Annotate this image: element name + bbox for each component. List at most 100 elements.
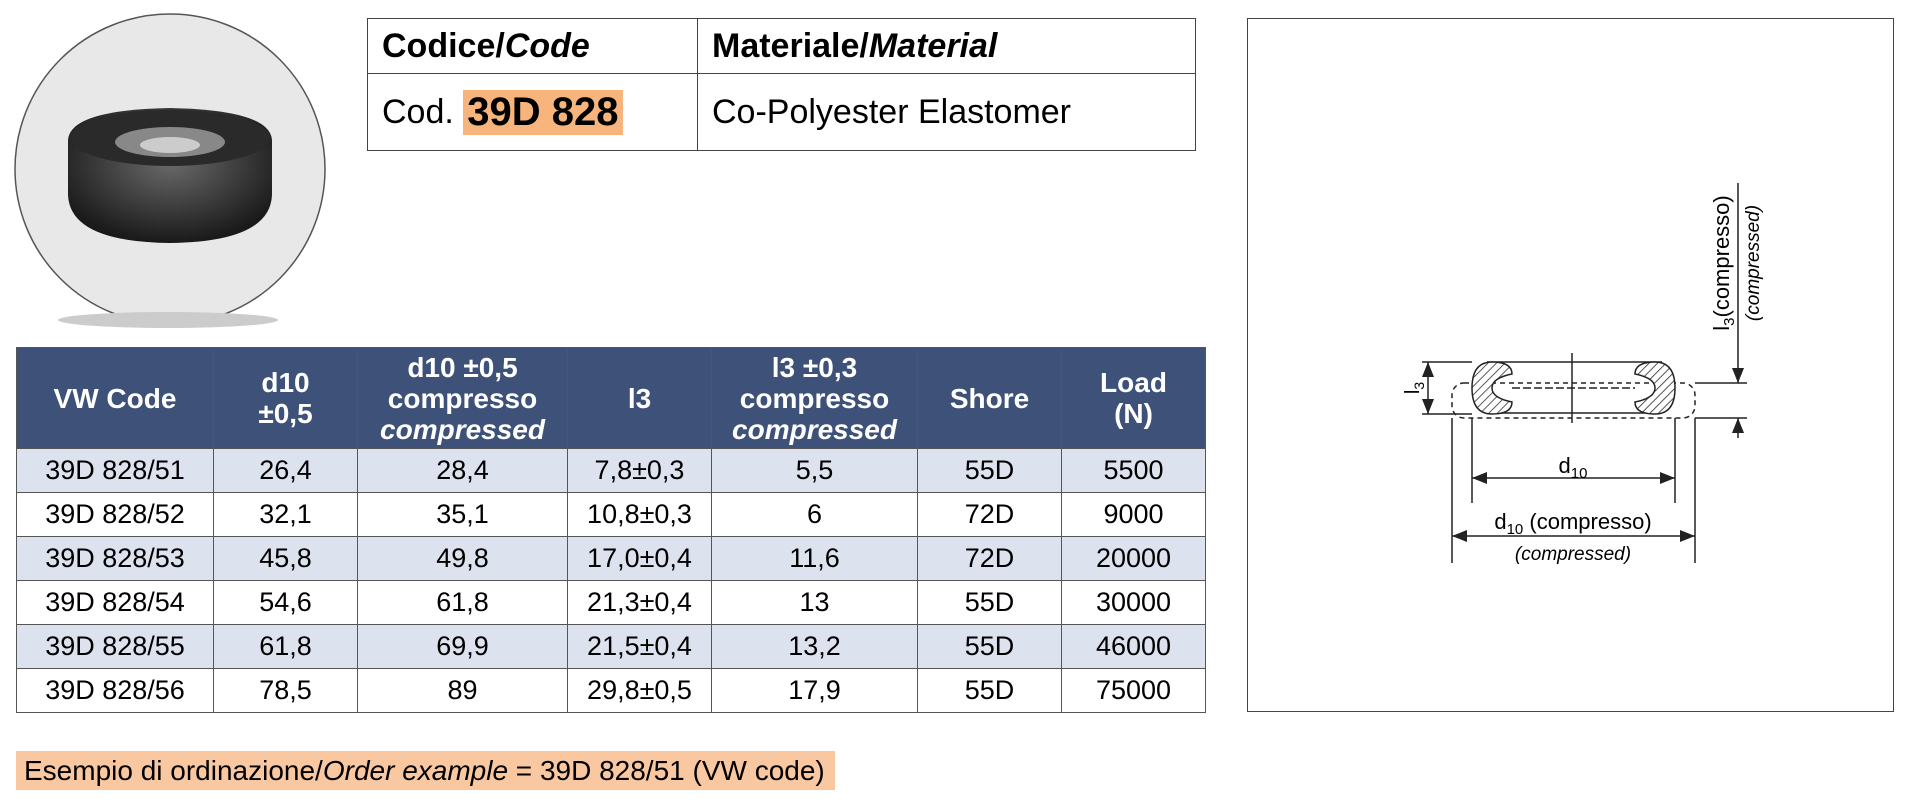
table-cell: 61,8 xyxy=(213,624,358,669)
code-header: Codice/Code xyxy=(368,19,698,74)
order-example: Esempio di ordinazione/Order example = 3… xyxy=(16,751,835,790)
order-italic: Order example xyxy=(322,755,509,786)
label-base: d xyxy=(1559,453,1571,478)
table-cell: 49,8 xyxy=(357,536,568,581)
header-italic: compressed xyxy=(380,413,545,445)
material-header: Materiale/Material xyxy=(698,19,1195,74)
table-row: 39D 828/56 78,5 89 29,8±0,5 17,9 55D 75000 xyxy=(16,668,1206,713)
table-cell: 61,8 xyxy=(357,580,568,625)
label-rest: (compresso) xyxy=(1709,195,1734,317)
header-row: VW Code d10 ±0,5 d10 ±0,5 compresso compresse… xyxy=(16,347,1206,449)
table-cell: 39D 828/53 xyxy=(16,536,214,581)
column-header: d10 ±0,5 compresso compressed xyxy=(357,347,568,449)
header-line: (N) xyxy=(1114,398,1153,429)
table-cell: 13 xyxy=(711,580,918,625)
header-line: VW Code xyxy=(53,382,177,414)
header-line: l3 xyxy=(627,382,652,414)
table-cell: 55D xyxy=(917,580,1062,625)
material-label-en: Material xyxy=(868,26,998,65)
table-cell: 39D 828/52 xyxy=(16,492,214,537)
table-cell: 39D 828/56 xyxy=(16,668,214,713)
order-suffix: = 39D 828/51 (VW code) xyxy=(508,755,825,786)
table-cell: 45,8 xyxy=(213,536,358,581)
diagram: l3(compresso) (compressed) l3 d10 d10 (c… xyxy=(1247,18,1894,712)
material-value: Co-Polyester Elastomer xyxy=(712,92,1072,131)
table-cell: 89 xyxy=(357,668,568,713)
spec-table: VW Code d10 ±0,5 d10 ±0,5 compresso compresse… xyxy=(16,347,1206,713)
table-cell: 21,3±0,4 xyxy=(567,580,712,625)
material-label: Materiale/ xyxy=(712,26,869,65)
label-base: l xyxy=(1402,390,1424,394)
d10-label: d10 xyxy=(1559,453,1588,482)
table-cell: 5,5 xyxy=(711,448,918,493)
label-sub: 3 xyxy=(1411,382,1427,390)
material-cell: Co-Polyester Elastomer xyxy=(698,74,1195,150)
column-header: Shore xyxy=(917,347,1062,449)
column-header: l3 ±0,3 compresso compressed xyxy=(711,347,918,449)
table-row: 39D 828/53 45,8 49,8 17,0±0,4 11,6 72D 20000 xyxy=(16,536,1206,581)
table-cell: 30000 xyxy=(1061,580,1206,625)
table-cell: 72D xyxy=(917,492,1062,537)
header-line: Shore xyxy=(949,382,1030,414)
table-cell: 28,4 xyxy=(357,448,568,493)
code-value: 39D 828 xyxy=(463,89,623,135)
table-cell: 69,9 xyxy=(357,624,568,669)
table-cell: 39D 828/51 xyxy=(16,448,214,493)
d10-compresso-label: d10 (compresso) xyxy=(1494,509,1651,538)
label-sub: 3 xyxy=(1721,318,1738,326)
column-header: VW Code xyxy=(16,347,214,449)
l3-compresso-label: l3(compresso) xyxy=(1709,195,1738,330)
code-cell: Cod. 39D 828 xyxy=(368,74,698,150)
l3-label: l3 xyxy=(1402,382,1427,394)
label-rest: (compresso) xyxy=(1523,509,1651,534)
table-cell: 46000 xyxy=(1061,624,1206,669)
table-cell: 11,6 xyxy=(711,536,918,581)
code-prefix: Cod. xyxy=(382,92,454,131)
table-cell: 6 xyxy=(711,492,918,537)
code-label-en: Code xyxy=(504,26,590,65)
header-line: d10 ±0,5 xyxy=(407,351,518,383)
order-prefix: Esempio di ordinazione/ xyxy=(24,755,323,786)
table-cell: 39D 828/55 xyxy=(16,624,214,669)
code-table: Codice/Code Materiale/Material Cod. 39D … xyxy=(367,18,1196,151)
label-base: d xyxy=(1494,509,1506,534)
column-header: l3 xyxy=(567,347,712,449)
table-cell: 54,6 xyxy=(213,580,358,625)
table-row: 39D 828/52 32,1 35,1 10,8±0,3 6 72D 9000 xyxy=(16,492,1206,537)
table-cell: 39D 828/54 xyxy=(16,580,214,625)
header-line: d10 xyxy=(261,367,310,398)
table-cell: 21,5±0,4 xyxy=(567,624,712,669)
table-cell: 9000 xyxy=(1061,492,1206,537)
product-photo xyxy=(14,13,326,328)
header-line: compresso xyxy=(739,382,890,414)
table-cell: 17,9 xyxy=(711,668,918,713)
label-base: l xyxy=(1709,326,1734,331)
header-line: compresso xyxy=(387,382,538,414)
table-cell: 75000 xyxy=(1061,668,1206,713)
table-cell: 20000 xyxy=(1061,536,1206,581)
table-cell: 10,8±0,3 xyxy=(567,492,712,537)
l3-compressed-label: (compressed) xyxy=(1743,205,1764,321)
table-cell: 55D xyxy=(917,448,1062,493)
column-header: Load (N) xyxy=(1061,347,1206,449)
table-row: 39D 828/55 61,8 69,9 21,5±0,4 13,2 55D 46000 xyxy=(16,624,1206,669)
d10-compressed-label: (compressed) xyxy=(1515,544,1631,565)
table-row: 39D 828/51 26,4 28,4 7,8±0,3 5,5 55D 5500 xyxy=(16,448,1206,493)
table-cell: 35,1 xyxy=(357,492,568,537)
table-cell: 26,4 xyxy=(213,448,358,493)
header-line: ±0,5 xyxy=(258,398,313,429)
table-cell: 13,2 xyxy=(711,624,918,669)
table-cell: 5500 xyxy=(1061,448,1206,493)
label-sub: 10 xyxy=(1507,521,1524,538)
table-cell: 55D xyxy=(917,668,1062,713)
table-cell: 72D xyxy=(917,536,1062,581)
table-row: 39D 828/54 54,6 61,8 21,3±0,4 13 55D 30000 xyxy=(16,580,1206,625)
table-cell: 32,1 xyxy=(213,492,358,537)
header-line: l3 ±0,3 xyxy=(771,351,858,383)
code-label: Codice/ xyxy=(382,26,505,65)
table-cell: 17,0±0,4 xyxy=(567,536,712,581)
table-cell: 55D xyxy=(917,624,1062,669)
header-line: Load xyxy=(1100,367,1167,398)
table-cell: 7,8±0,3 xyxy=(567,448,712,493)
